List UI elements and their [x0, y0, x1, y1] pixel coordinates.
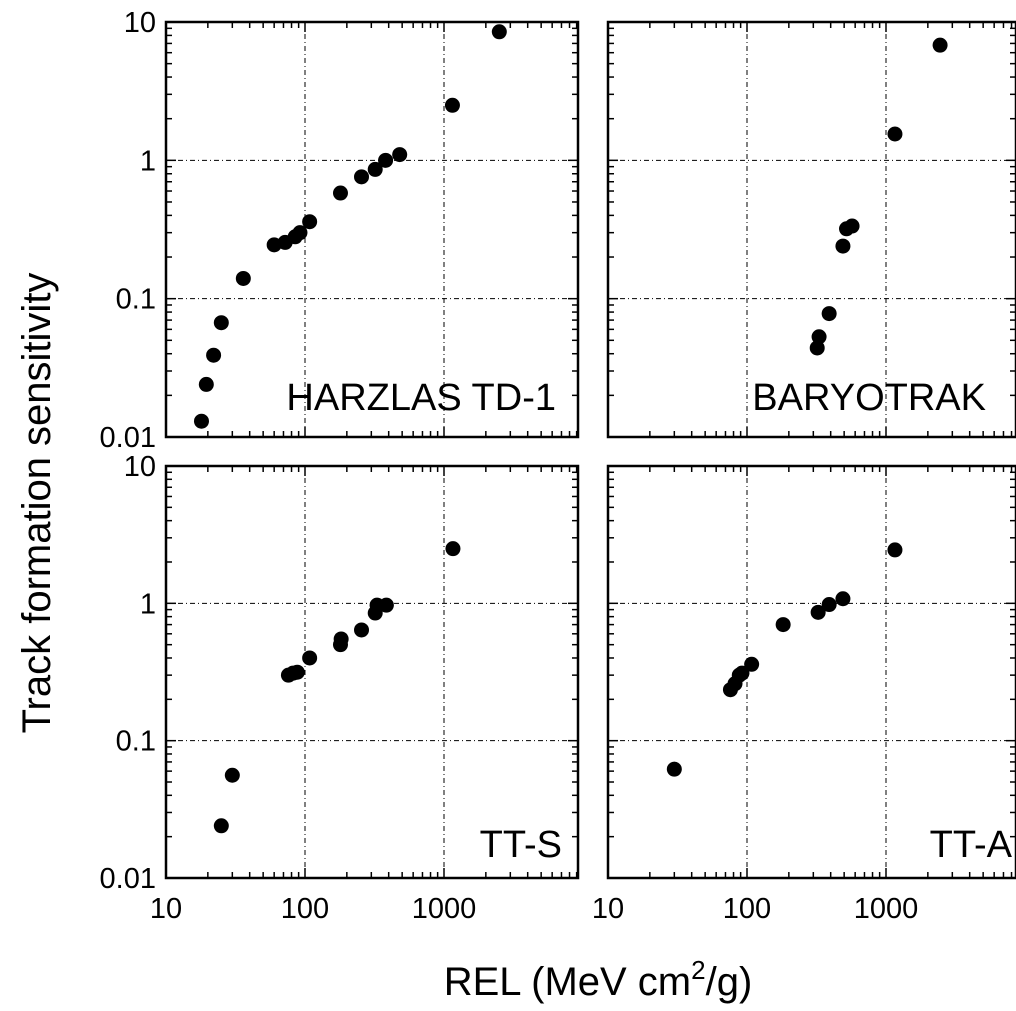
data-point — [193, 413, 209, 429]
data-point — [332, 185, 348, 201]
data-point — [206, 347, 222, 363]
data-point — [289, 664, 305, 680]
y-tick-label: 0.01 — [100, 863, 156, 895]
x-tick-label: 10 — [592, 893, 624, 925]
y-tick-label: 1 — [140, 145, 156, 177]
panel-frame — [164, 464, 580, 880]
data-point — [213, 315, 229, 331]
data-point — [835, 238, 851, 254]
data-point — [378, 152, 394, 168]
panel-1: 0.01 0.1 1 10 HARZLAS TD-1 — [100, 7, 580, 454]
data-point — [224, 767, 240, 783]
x-tick-label: 10 — [150, 893, 182, 925]
data-point — [444, 97, 460, 113]
data-point — [666, 761, 682, 777]
y-tick-label: 1 — [140, 588, 156, 620]
data-point — [887, 542, 903, 558]
data-point — [811, 329, 827, 345]
x-axis-label: REL (MeV cm2/g) — [444, 955, 753, 1004]
panel-title: TT-S — [480, 824, 562, 866]
y-tick-label: 0.01 — [100, 422, 156, 454]
data-point — [810, 604, 826, 620]
data-point — [333, 631, 349, 647]
panel-frame — [606, 464, 1016, 880]
data-point — [844, 218, 860, 234]
x-axis-label-main: REL (MeV cm — [444, 960, 691, 1004]
panel-4: 10 100 1000 TT-A — [592, 464, 1016, 925]
panel-2: BARYOTRAK — [606, 20, 1016, 439]
y-tick-label: 10 — [124, 451, 156, 483]
data-point — [744, 656, 760, 672]
data-point — [775, 617, 791, 633]
x-tick-label: 1000 — [854, 893, 919, 925]
data-point — [491, 24, 507, 40]
data-point — [235, 270, 251, 286]
y-tick-label: 0.1 — [116, 284, 156, 316]
data-point — [354, 169, 370, 185]
data-point — [734, 665, 750, 681]
panel-title: TT-A — [930, 824, 1013, 866]
x-tick-label: 1000 — [412, 893, 477, 925]
y-tick-label: 0.1 — [116, 726, 156, 758]
x-axis-label-superscript: 2 — [691, 955, 705, 985]
x-tick-label: 100 — [723, 893, 771, 925]
y-tick-label: 10 — [124, 7, 156, 39]
data-point — [821, 597, 837, 613]
data-point — [302, 650, 318, 666]
data-point — [809, 340, 825, 356]
panel-frame — [164, 20, 580, 439]
data-point — [354, 622, 370, 638]
data-point — [835, 591, 851, 607]
panel-title: HARZLAS TD-1 — [286, 377, 556, 419]
x-axis-label-tail: /g) — [706, 960, 753, 1004]
data-point — [445, 541, 461, 557]
data-point — [198, 376, 214, 392]
y-axis-label: Track formation sensitivity — [15, 273, 59, 734]
panels: 0.01 0.1 1 10 HARZLAS TD-1 BARYOTRAK 0.01 0.1 1 1… — [100, 7, 1016, 925]
data-point — [302, 214, 318, 230]
data-point — [292, 225, 308, 241]
data-point — [378, 597, 394, 613]
x-tick-label: 100 — [281, 893, 329, 925]
panel-frame — [606, 20, 1016, 439]
data-point — [887, 126, 903, 142]
data-point — [932, 37, 948, 53]
data-point — [821, 306, 837, 322]
data-point — [392, 147, 408, 163]
data-point — [367, 161, 383, 177]
panel-title: BARYOTRAK — [752, 377, 986, 419]
data-point — [213, 818, 229, 834]
